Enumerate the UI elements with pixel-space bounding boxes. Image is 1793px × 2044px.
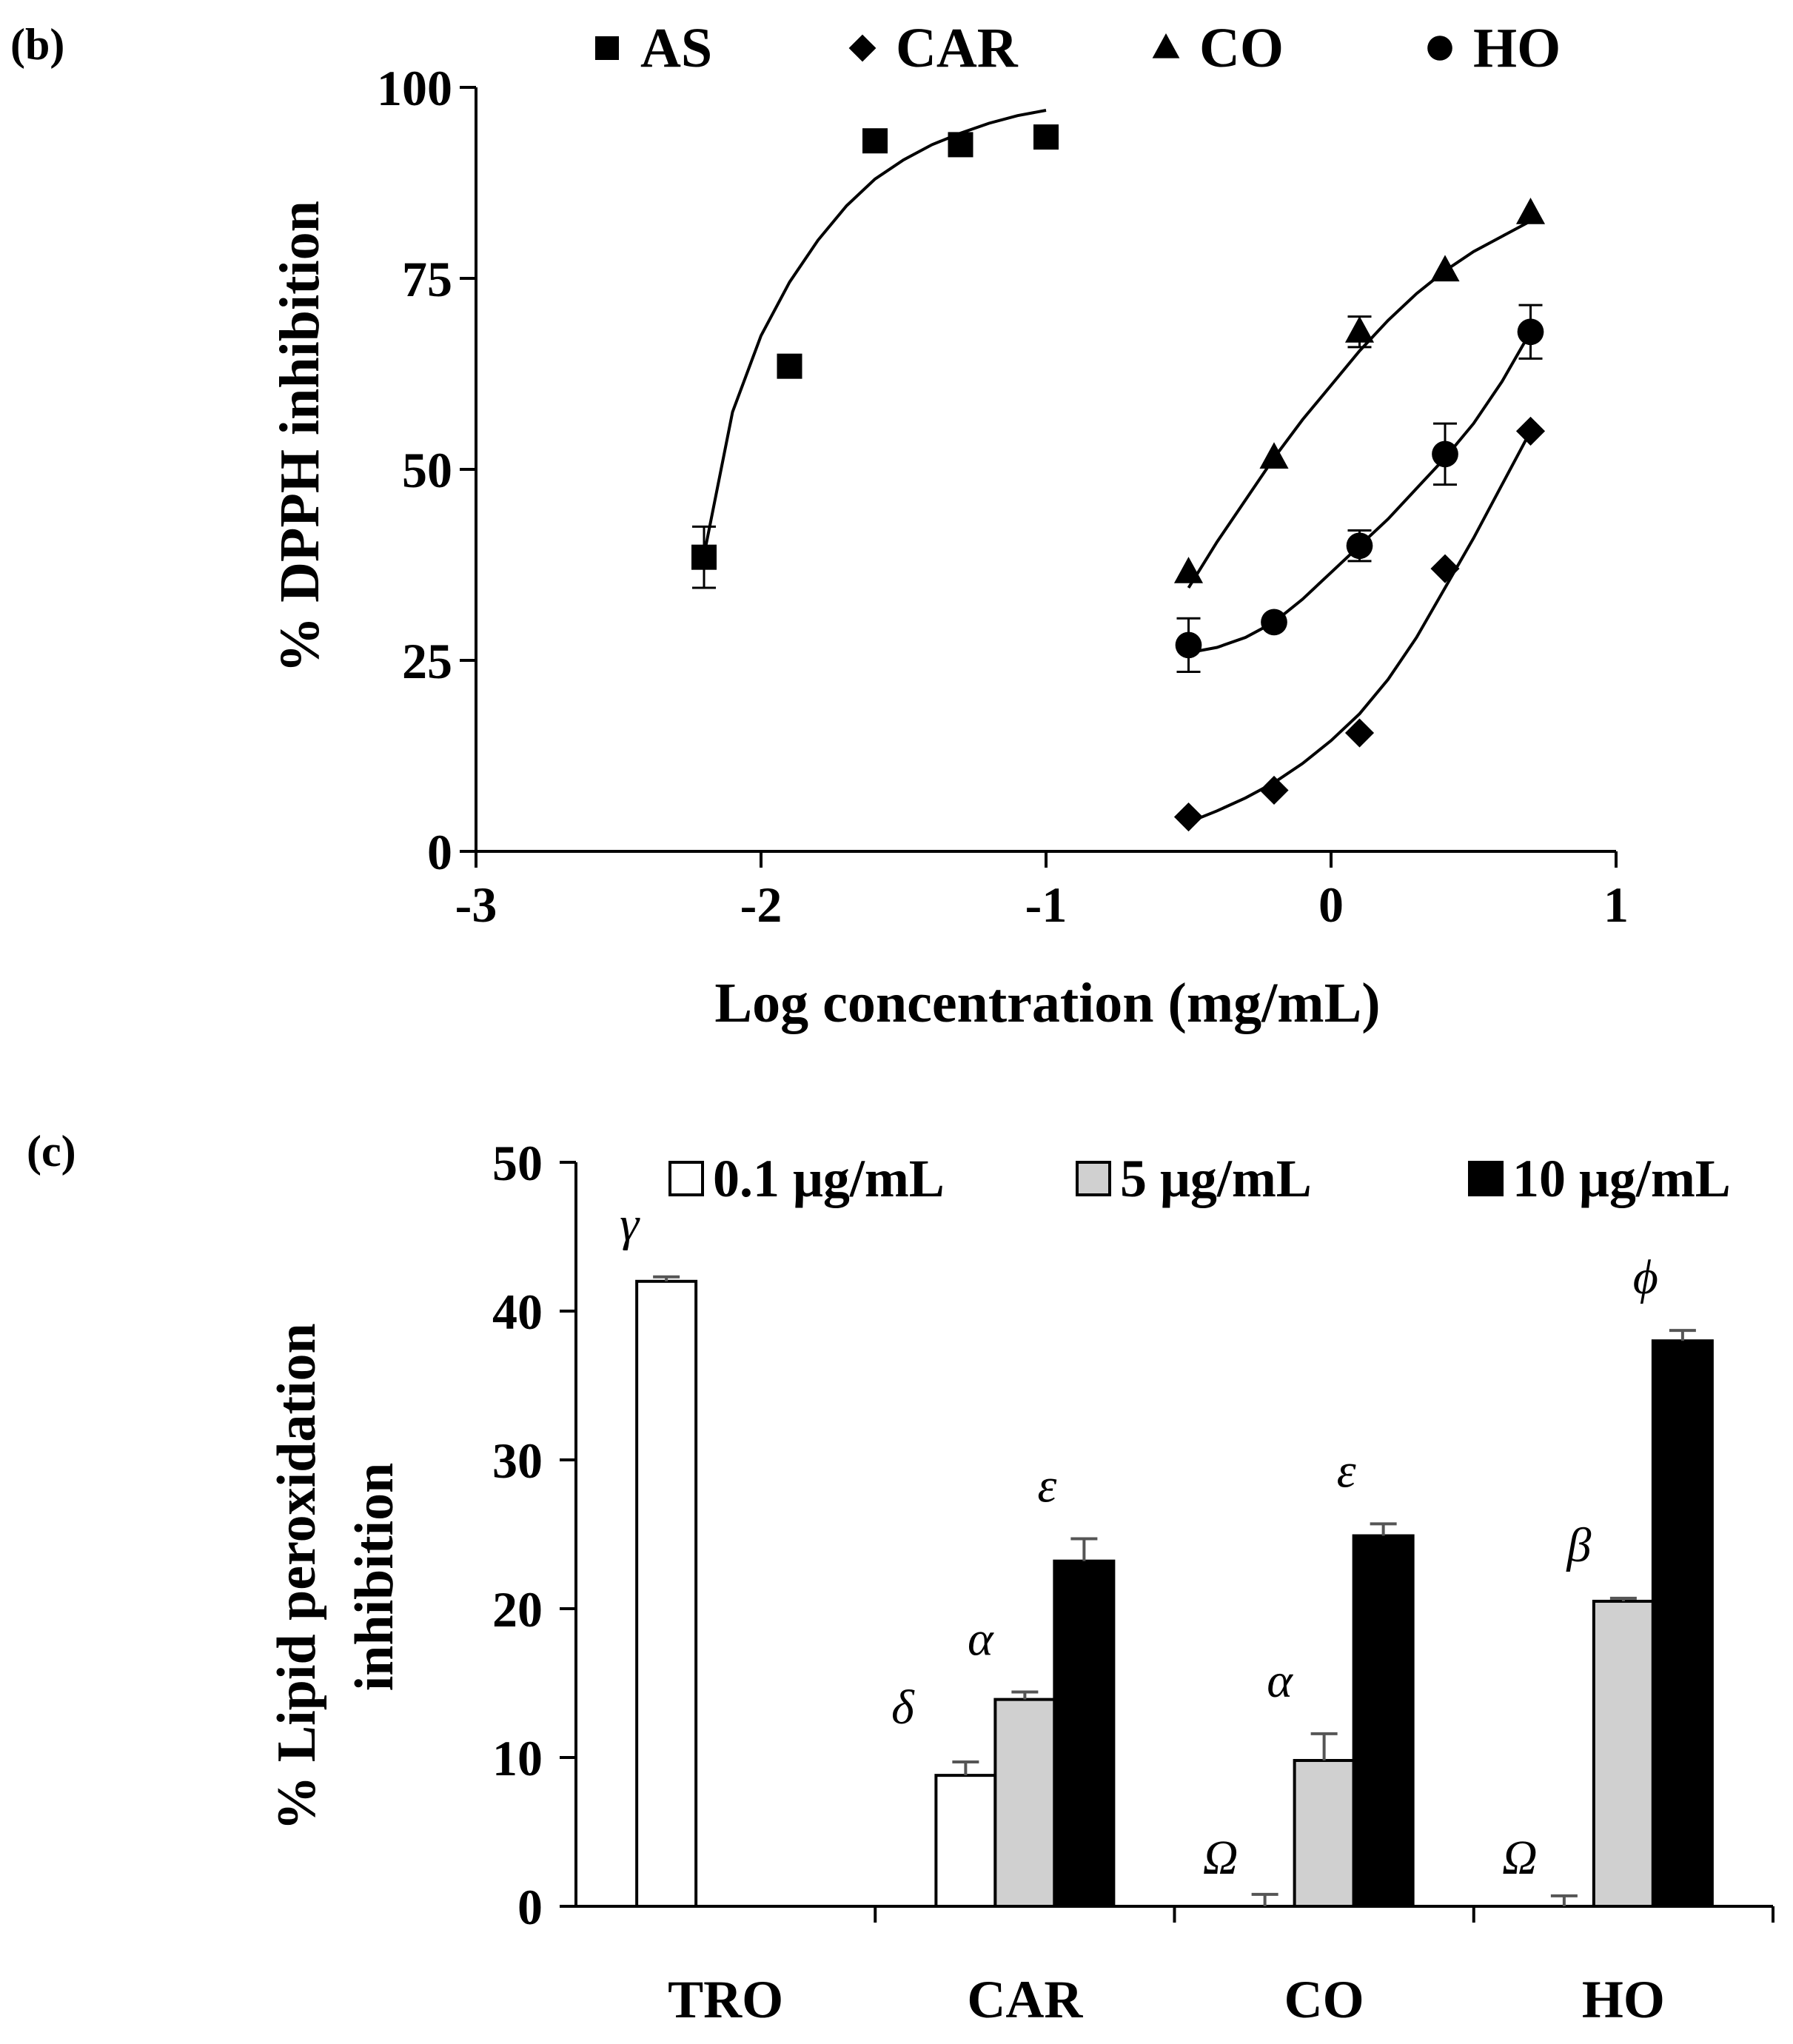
dpph-legend-label-car: CAR: [896, 17, 1019, 79]
lipid-legend-swatch-10: [1468, 1161, 1504, 1196]
dpph-fit-curve-ho: [1188, 331, 1532, 654]
lipid-significance-label: Ω: [1203, 1831, 1239, 1885]
dpph-chart: (b) AS CAR CO HO 0 25 50 75 100 -3 -2 -1 0 1 Log con…: [10, 17, 1629, 1034]
dpph-point-as: [862, 128, 888, 154]
dpph-point-co: [1344, 315, 1375, 343]
lipid-peroxidation-chart: (c) 0.1 μg/mL 5 μg/mL 10 μg/mL 0 10 20 30 40 50…: [27, 1127, 1774, 2029]
dpph-y-axis-label: % DPPH inhibition: [269, 201, 331, 673]
lipid-significance-label: Ω: [1502, 1831, 1538, 1885]
dpph-x-tick-label: -2: [740, 877, 782, 933]
lipid-bar-car-0-1: [934, 1774, 997, 1909]
dpph-point-car: [1259, 775, 1289, 805]
dpph-point-co: [1173, 557, 1204, 583]
lipid-category-label: CAR: [967, 1970, 1083, 2029]
dpph-y-tick-label: 100: [377, 60, 452, 116]
dpph-x-tick-label: 1: [1603, 877, 1629, 933]
dpph-legend-marker-ho: [1427, 36, 1452, 61]
lipid-y-axis-label-line1: % Lipid peroxidation: [267, 1323, 327, 1830]
lipid-bar-ho-5: [1592, 1599, 1655, 1908]
dpph-y-tick-label: 25: [402, 633, 452, 689]
dpph-y-tick-label: 75: [402, 251, 452, 307]
lipid-y-tick-label: 30: [492, 1433, 543, 1489]
dpph-legend: AS CAR CO HO: [595, 17, 1561, 79]
lipid-significance-label: δ: [891, 1681, 915, 1735]
lipid-bar-tro-0-1: [635, 1279, 698, 1909]
dpph-x-tick-label: 0: [1318, 877, 1344, 933]
dpph-point-ho: [1261, 609, 1287, 636]
lipid-legend-label-5: 5 μg/mL: [1120, 1149, 1312, 1208]
dpph-fit-curves: [703, 109, 1532, 824]
dpph-point-as: [948, 132, 973, 158]
lipid-legend-swatch-0-1: [668, 1161, 704, 1196]
lipid-category-label: HO: [1582, 1970, 1665, 2029]
lipid-category-label: CO: [1284, 1970, 1364, 2029]
dpph-point-car: [1430, 554, 1460, 583]
lipid-y-tick-label: 20: [492, 1581, 543, 1638]
dpph-point-ho: [1517, 318, 1544, 346]
dpph-legend-label-co: CO: [1199, 17, 1284, 79]
lipid-significance-label: ε: [1337, 1444, 1356, 1498]
dpph-point-car: [1515, 416, 1546, 446]
dpph-legend-marker-car: [848, 34, 877, 62]
dpph-point-as: [777, 353, 802, 379]
dpph-legend-label-ho: HO: [1473, 17, 1561, 79]
dpph-legend-label-as: AS: [640, 17, 712, 79]
lipid-legend-label-0-1: 0.1 μg/mL: [713, 1149, 945, 1208]
dpph-x-tick-label: -3: [455, 877, 497, 933]
dpph-y-tick-label: 50: [402, 442, 452, 498]
lipid-axes: 0 10 20 30 40 50 TRO CAR CO HO: [492, 1135, 1774, 2029]
lipid-significance-label: α: [968, 1612, 994, 1666]
lipid-significance-label: ϕ: [1633, 1250, 1658, 1304]
dpph-fit-curve-car: [1187, 430, 1532, 824]
dpph-x-tick-label: -1: [1025, 877, 1068, 933]
dpph-point-car: [1344, 718, 1375, 748]
dpph-point-as: [1033, 124, 1059, 150]
lipid-bar-co-5: [1293, 1759, 1355, 1909]
dpph-fit-curve-co: [1187, 219, 1532, 589]
dpph-point-co: [1430, 255, 1460, 282]
dpph-data-points: [691, 124, 1546, 832]
lipid-bar-car-5: [993, 1698, 1056, 1909]
dpph-legend-marker-co: [1152, 33, 1180, 58]
lipid-y-tick-label: 0: [517, 1879, 543, 1935]
lipid-significance-label: α: [1267, 1654, 1293, 1708]
lipid-category-label: TRO: [668, 1970, 783, 2029]
dpph-point-as: [691, 544, 717, 570]
lipid-y-tick-label: 10: [492, 1730, 543, 1786]
lipid-y-axis-label-line2: inhibition: [344, 1463, 405, 1692]
dpph-point-co: [1259, 442, 1289, 469]
dpph-x-axis-label: Log concentration (mg/mL): [714, 972, 1380, 1034]
lipid-y-tick-label: 40: [492, 1284, 543, 1340]
lipid-bar-ho-10: [1651, 1339, 1714, 1908]
lipid-bar-co-10: [1352, 1534, 1415, 1908]
lipid-bar-car-10: [1053, 1559, 1116, 1908]
panel-label-c: (c): [27, 1127, 76, 1176]
dpph-fit-curve-as: [703, 109, 1047, 555]
dpph-axes: 0 25 50 75 100 -3 -2 -1 0 1: [377, 60, 1629, 933]
dpph-point-ho: [1432, 440, 1458, 468]
dpph-point-co: [1515, 198, 1546, 224]
lipid-legend-label-10: 10 μg/mL: [1512, 1149, 1731, 1208]
lipid-legend: 0.1 μg/mL 5 μg/mL 10 μg/mL: [668, 1149, 1731, 1208]
dpph-y-tick-label: 0: [427, 824, 452, 880]
lipid-legend-swatch-5: [1076, 1161, 1111, 1196]
lipid-significance-label: ε: [1037, 1459, 1056, 1513]
dpph-point-ho: [1346, 532, 1373, 560]
dpph-point-car: [1173, 802, 1204, 832]
panel-label-b: (b): [10, 20, 64, 69]
dpph-legend-marker-as: [595, 36, 619, 60]
dpph-point-ho: [1175, 631, 1202, 659]
lipid-y-tick-label: 50: [492, 1135, 543, 1191]
lipid-significance-label: γ: [620, 1197, 640, 1251]
lipid-significance-label: β: [1565, 1518, 1591, 1572]
